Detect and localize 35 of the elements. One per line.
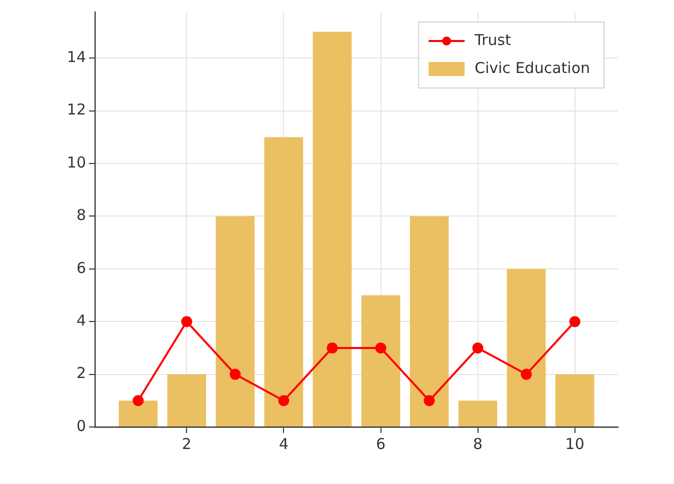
bar <box>264 137 304 426</box>
x-tick-label: 8 <box>473 434 483 453</box>
legend-label: Civic Education <box>474 58 590 77</box>
y-tick-label: 10 <box>66 153 86 172</box>
bar <box>361 295 400 426</box>
point <box>181 316 192 328</box>
bar <box>410 216 449 426</box>
y-tick-label: 0 <box>76 416 86 435</box>
point <box>569 316 580 328</box>
point <box>375 342 386 354</box>
bar <box>506 268 546 426</box>
y-tick-label: 8 <box>76 206 86 224</box>
x-tick-label: 10 <box>565 434 584 453</box>
legend-label: Trust <box>474 30 512 49</box>
bar <box>458 400 498 426</box>
x-tick-label: 4 <box>278 434 288 453</box>
x-tick-label: 2 <box>182 434 192 453</box>
point <box>326 342 338 354</box>
y-tick-label: 4 <box>76 311 86 330</box>
point <box>132 395 144 406</box>
bar <box>216 216 255 426</box>
bar <box>167 374 206 426</box>
point <box>520 368 532 380</box>
point <box>278 395 290 406</box>
x-tick-label: 6 <box>376 434 386 453</box>
y-tick-label: 14 <box>66 48 86 66</box>
bar <box>118 400 158 426</box>
point <box>230 368 241 380</box>
point <box>472 342 484 354</box>
bar <box>312 32 352 426</box>
y-tick-label: 2 <box>76 364 86 382</box>
y-tick-label: 6 <box>76 258 86 277</box>
bar <box>555 374 594 426</box>
y-tick-label: 12 <box>66 100 86 119</box>
point <box>424 395 435 406</box>
